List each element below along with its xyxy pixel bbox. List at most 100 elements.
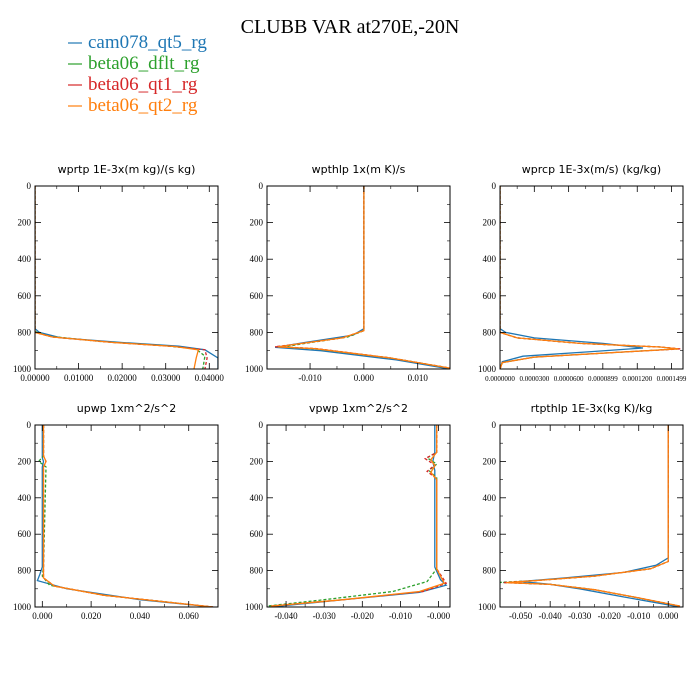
panel-title: wprcp 1E-3x(m/s) (kg/kg): [522, 163, 661, 176]
x-tick-label: 0.020: [81, 611, 102, 621]
y-tick-label: 400: [483, 254, 497, 264]
series-line-beta06_qt1_rg: [270, 425, 448, 607]
plot-frame: [266, 424, 451, 608]
series-line-beta06_qt2_rg: [500, 186, 679, 369]
x-tick-label: 0.01000: [64, 373, 94, 383]
panel-title: wprtp 1E-3x(m kg)/(s kg): [58, 163, 196, 176]
series-line-beta06_qt1_rg: [42, 425, 214, 607]
y-tick-label: 1000: [478, 602, 497, 612]
series-line-cam078_qt5_rg: [500, 186, 644, 369]
series-line-beta06_qt1_rg: [275, 186, 450, 369]
y-tick-label: 1000: [13, 602, 32, 612]
y-tick-label: 800: [483, 327, 497, 337]
y-tick-label: 800: [483, 566, 497, 576]
series-line-beta06_dflt_rg: [500, 425, 681, 607]
y-tick-label: 600: [18, 529, 32, 539]
y-tick-label: 0: [259, 181, 264, 191]
y-tick-label: 1000: [245, 364, 264, 374]
x-tick-label: 0.000: [354, 373, 375, 383]
y-tick-label: 1000: [478, 364, 497, 374]
x-tick-label: -0.040: [539, 611, 563, 621]
x-tick-label: 0.00000: [20, 373, 50, 383]
y-tick-label: 1000: [13, 364, 32, 374]
series-line-beta06_qt2_rg: [35, 186, 200, 369]
series-group: [274, 186, 450, 369]
series-group: [35, 186, 218, 369]
series-line-beta06_dflt_rg: [282, 186, 450, 369]
panel-title: vpwp 1xm^2/s^2: [309, 402, 408, 415]
y-tick-label: 200: [18, 456, 32, 466]
series-line-cam078_qt5_rg: [35, 186, 218, 369]
series-line-beta06_qt2_rg: [505, 425, 681, 607]
x-tick-label: 0.0000300: [519, 375, 549, 383]
x-tick-label: 0.000: [32, 611, 53, 621]
y-tick-label: 600: [18, 291, 32, 301]
y-tick-label: 200: [483, 218, 497, 228]
series-line-beta06_dflt_rg: [267, 425, 438, 607]
legend-label: beta06_qt2_rg: [88, 95, 198, 116]
y-tick-label: 200: [18, 218, 32, 228]
series-line-cam078_qt5_rg: [36, 425, 214, 607]
series-line-cam078_qt5_rg: [274, 186, 450, 369]
legend: cam078_qt5_rgbeta06_dflt_rgbeta06_qt1_rg…: [68, 32, 207, 116]
x-tick-label: 0.010: [408, 373, 429, 383]
x-tick-label: 0.0000000: [485, 375, 515, 383]
x-tick-label: 0.04000: [195, 373, 225, 383]
x-tick-label: 0.040: [130, 611, 151, 621]
y-tick-label: 0: [492, 420, 497, 430]
y-tick-label: 800: [250, 327, 264, 337]
y-tick-label: 200: [250, 218, 264, 228]
y-tick-label: 0: [259, 420, 264, 430]
y-tick-label: 0: [27, 181, 32, 191]
panel-title: wpthlp 1x(m K)/s: [312, 163, 406, 176]
series-line-beta06_qt2_rg: [277, 186, 450, 369]
panels: wprtp 1E-3x(m kg)/(s kg) 0 200 400 600 800 100…: [13, 163, 687, 621]
plot-frame: [499, 424, 684, 608]
y-tick-label: 600: [250, 529, 264, 539]
series-line-beta06_qt1_rg: [502, 425, 681, 607]
panel-6: rtpthlp 1E-3x(kg K)/kg 0 200 400 600 800 1000 -…: [478, 402, 684, 621]
x-tick-label: -0.010: [389, 611, 413, 621]
series-line-beta06_dflt_rg: [37, 425, 214, 607]
y-tick-label: 200: [250, 456, 264, 466]
y-tick-label: 0: [492, 181, 497, 191]
legend-entry: beta06_qt1_rg: [68, 74, 198, 95]
series-group: [500, 425, 681, 607]
y-tick-label: 600: [483, 291, 497, 301]
y-tick-label: 0: [27, 420, 32, 430]
legend-entry: cam078_qt5_rg: [68, 32, 207, 53]
panel-2: wpthlp 1x(m K)/s 0 200 400 600 800 1000 -0.010 0…: [245, 163, 451, 383]
x-tick-label: -0.050: [509, 611, 533, 621]
y-tick-label: 400: [18, 493, 32, 503]
panel-title: upwp 1xm^2/s^2: [77, 402, 177, 415]
x-tick-label: -0.040: [274, 611, 298, 621]
x-tick-label: 0.02000: [108, 373, 138, 383]
series-line-beta06_qt1_rg: [500, 186, 681, 369]
y-tick-label: 400: [18, 254, 32, 264]
x-tick-label: 0.0000600: [554, 375, 584, 383]
series-group: [36, 425, 214, 607]
series-line-beta06_qt2_rg: [270, 425, 446, 607]
plot-frame: [266, 185, 451, 370]
series-line-beta06_dflt_rg: [35, 186, 206, 369]
panel-3: wprcp 1E-3x(m/s) (kg/kg) 0 200 400 600 800 100…: [478, 163, 687, 383]
legend-entry: beta06_dflt_rg: [68, 53, 200, 74]
x-tick-label: -0.010: [627, 611, 651, 621]
figure-title: CLUBB VAR at270E,-20N: [241, 16, 460, 38]
x-tick-label: 0.0000899: [588, 375, 618, 383]
series-line-beta06_qt2_rg: [42, 425, 214, 607]
x-tick-label: -0.020: [598, 611, 622, 621]
plot-frame: [499, 185, 684, 370]
series-line-cam078_qt5_rg: [270, 425, 448, 607]
panel-5: vpwp 1xm^2/s^2 0 200 400 600 800 1000 -0.040 -0.…: [245, 402, 451, 621]
legend-label: beta06_dflt_rg: [88, 53, 200, 74]
plot-frame: [34, 185, 219, 370]
legend-entry: beta06_qt2_rg: [68, 95, 198, 116]
legend-label: cam078_qt5_rg: [88, 32, 207, 53]
series-group: [500, 186, 681, 369]
y-tick-label: 200: [483, 456, 497, 466]
y-tick-label: 1000: [245, 602, 264, 612]
legend-label: beta06_qt1_rg: [88, 74, 198, 95]
x-tick-label: -0.030: [568, 611, 592, 621]
